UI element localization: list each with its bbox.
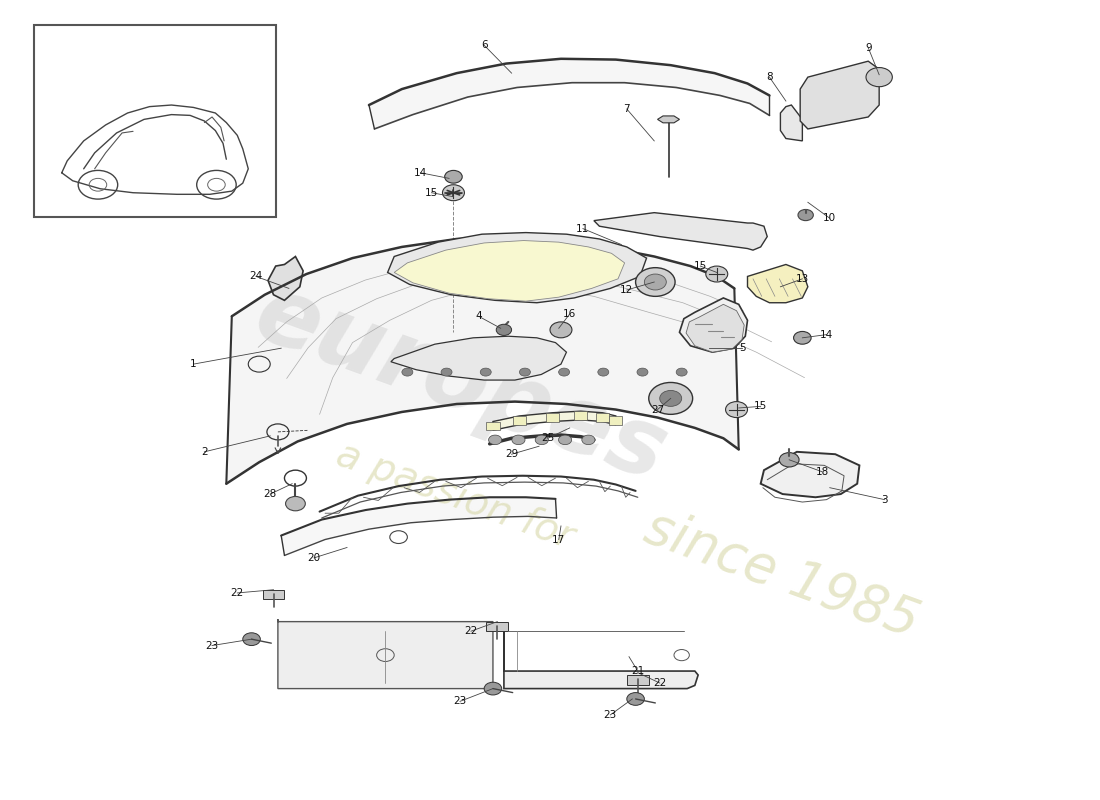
Text: 15: 15 bbox=[754, 402, 768, 411]
Circle shape bbox=[550, 322, 572, 338]
Polygon shape bbox=[390, 336, 566, 380]
Text: 24: 24 bbox=[250, 271, 263, 282]
Text: 14: 14 bbox=[820, 330, 833, 340]
Text: 25: 25 bbox=[541, 434, 554, 443]
Circle shape bbox=[726, 402, 748, 418]
Text: 3: 3 bbox=[881, 494, 888, 505]
Bar bbox=[34, 26, 276, 217]
Circle shape bbox=[582, 435, 595, 445]
Circle shape bbox=[402, 368, 412, 376]
Text: 17: 17 bbox=[552, 534, 565, 545]
Circle shape bbox=[442, 185, 464, 201]
Circle shape bbox=[559, 368, 570, 376]
Circle shape bbox=[627, 693, 645, 706]
Circle shape bbox=[706, 266, 728, 282]
Circle shape bbox=[484, 682, 502, 695]
Circle shape bbox=[798, 210, 813, 221]
Text: 6: 6 bbox=[481, 40, 487, 50]
Circle shape bbox=[536, 435, 549, 445]
Text: 15: 15 bbox=[694, 261, 707, 271]
Circle shape bbox=[660, 390, 682, 406]
Bar bbox=[513, 416, 526, 425]
Text: 16: 16 bbox=[563, 309, 576, 319]
Circle shape bbox=[645, 274, 667, 290]
Circle shape bbox=[512, 435, 525, 445]
Circle shape bbox=[488, 435, 502, 445]
Text: 23: 23 bbox=[604, 710, 617, 720]
Circle shape bbox=[496, 324, 512, 335]
Text: 22: 22 bbox=[231, 588, 244, 598]
Text: 1: 1 bbox=[190, 359, 197, 369]
Circle shape bbox=[481, 368, 492, 376]
Text: 13: 13 bbox=[795, 274, 808, 284]
Text: 10: 10 bbox=[823, 214, 836, 223]
Text: 22: 22 bbox=[653, 678, 667, 688]
Polygon shape bbox=[387, 233, 647, 302]
Polygon shape bbox=[761, 452, 859, 498]
Polygon shape bbox=[594, 213, 767, 250]
Polygon shape bbox=[394, 241, 625, 301]
Bar bbox=[486, 622, 508, 631]
Text: 23: 23 bbox=[206, 641, 219, 650]
Text: europes: europes bbox=[243, 267, 679, 501]
Circle shape bbox=[779, 453, 799, 467]
Text: 12: 12 bbox=[620, 285, 634, 295]
Text: 7: 7 bbox=[624, 104, 630, 114]
Polygon shape bbox=[748, 265, 807, 302]
Circle shape bbox=[649, 382, 693, 414]
Polygon shape bbox=[780, 105, 802, 141]
Text: 14: 14 bbox=[414, 168, 427, 178]
Text: since 1985: since 1985 bbox=[638, 502, 926, 649]
Text: 4: 4 bbox=[475, 311, 482, 322]
Polygon shape bbox=[658, 116, 680, 123]
Bar bbox=[546, 413, 559, 422]
Text: 23: 23 bbox=[453, 696, 466, 706]
Circle shape bbox=[793, 331, 811, 344]
Polygon shape bbox=[800, 61, 879, 129]
Polygon shape bbox=[680, 298, 748, 352]
Polygon shape bbox=[282, 498, 557, 555]
Text: 29: 29 bbox=[505, 450, 518, 459]
Bar bbox=[263, 590, 285, 599]
Bar bbox=[627, 675, 649, 685]
Polygon shape bbox=[268, 257, 304, 300]
Circle shape bbox=[286, 497, 306, 511]
Circle shape bbox=[637, 368, 648, 376]
Bar bbox=[574, 411, 587, 420]
Polygon shape bbox=[278, 619, 493, 689]
Polygon shape bbox=[227, 239, 739, 484]
Bar bbox=[596, 413, 609, 422]
Text: 28: 28 bbox=[264, 489, 277, 499]
Bar bbox=[609, 416, 623, 425]
Text: 15: 15 bbox=[425, 188, 438, 198]
Polygon shape bbox=[493, 411, 616, 430]
Circle shape bbox=[597, 368, 608, 376]
Bar bbox=[486, 422, 499, 430]
Text: 20: 20 bbox=[308, 553, 321, 563]
Text: 11: 11 bbox=[576, 223, 590, 234]
Text: 2: 2 bbox=[201, 447, 208, 457]
Circle shape bbox=[444, 170, 462, 183]
Circle shape bbox=[519, 368, 530, 376]
Circle shape bbox=[866, 67, 892, 86]
Circle shape bbox=[243, 633, 261, 646]
Text: 18: 18 bbox=[815, 466, 828, 477]
Polygon shape bbox=[368, 58, 769, 129]
Text: 27: 27 bbox=[651, 405, 664, 414]
Text: 8: 8 bbox=[766, 72, 773, 82]
Circle shape bbox=[559, 435, 572, 445]
Polygon shape bbox=[686, 304, 745, 352]
Text: 9: 9 bbox=[865, 42, 871, 53]
Circle shape bbox=[676, 368, 688, 376]
Text: 21: 21 bbox=[631, 666, 645, 676]
Circle shape bbox=[441, 368, 452, 376]
Circle shape bbox=[636, 268, 675, 296]
Text: 22: 22 bbox=[464, 626, 477, 636]
Text: 5: 5 bbox=[739, 343, 746, 353]
Text: a passion for: a passion for bbox=[331, 435, 579, 556]
Polygon shape bbox=[504, 627, 698, 689]
